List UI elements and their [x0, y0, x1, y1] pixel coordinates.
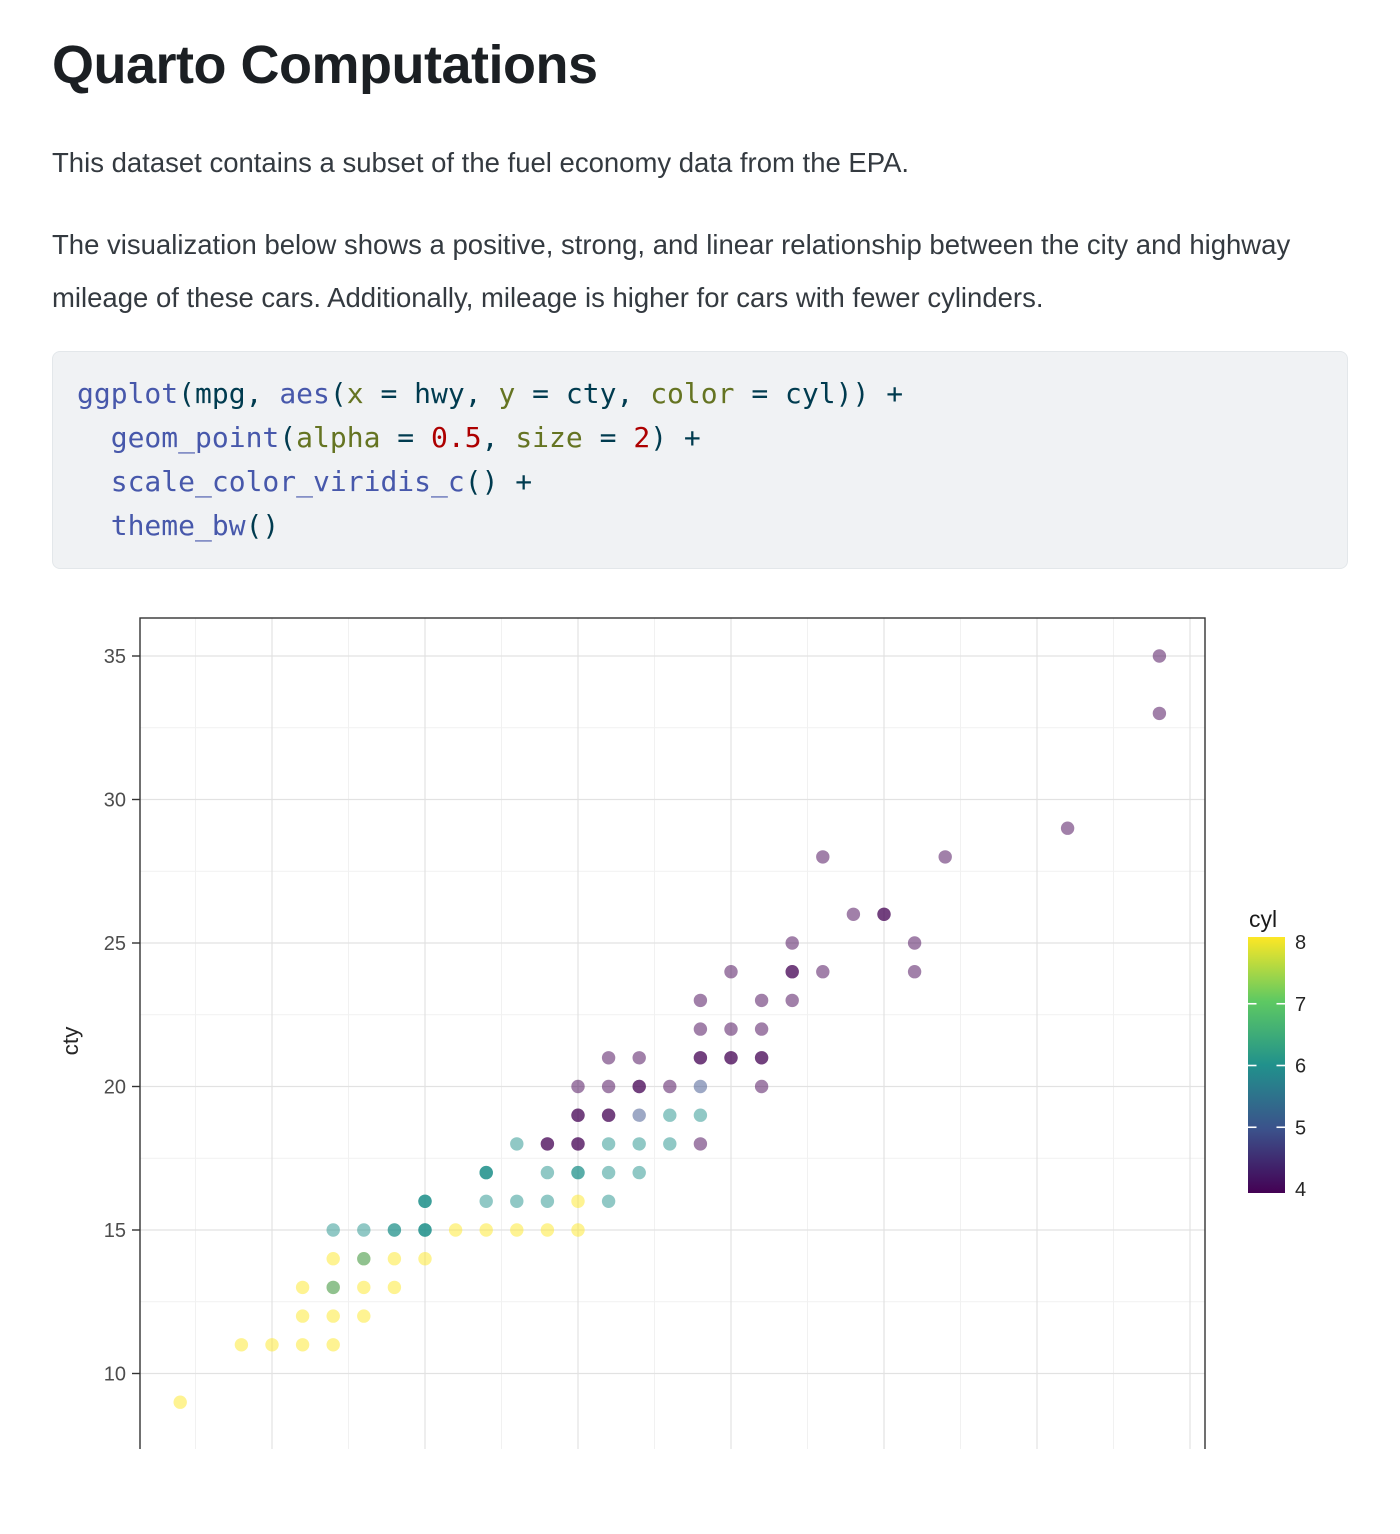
legend-tick-label: 8 — [1295, 932, 1306, 954]
legend-tick-label: 6 — [1295, 1055, 1306, 1077]
y-tick-label: 10 — [104, 1363, 126, 1385]
y-axis-title: cty — [58, 1026, 83, 1056]
y-axis: 35 30 25 20 15 10 cty — [58, 646, 140, 1385]
y-tick-label: 30 — [104, 789, 126, 811]
legend: cyl 8 7 6 5 4 — [1248, 906, 1306, 1201]
legend-title: cyl — [1249, 906, 1277, 932]
y-tick-label: 35 — [104, 646, 126, 668]
scatter-plot: 35 30 25 20 15 10 cty cyl 8 7 6 5 4 — [58, 617, 1306, 1449]
code-content: ggplot(mpg, aes(x = hwy, y = cty, color … — [77, 376, 904, 542]
document: Quarto Computations This dataset contain… — [0, 34, 1400, 1449]
scatter-points — [173, 649, 1167, 1409]
y-tick-label: 15 — [104, 1220, 126, 1242]
panel-border — [139, 617, 1206, 1449]
code-block: ggplot(mpg, aes(x = hwy, y = cty, color … — [52, 350, 1348, 569]
intro-paragraph: This dataset contains a subset of the fu… — [52, 147, 910, 178]
plot-panel — [140, 617, 1205, 1449]
legend-tick-label: 5 — [1295, 1117, 1306, 1139]
page-title: Quarto Computations — [52, 35, 598, 95]
plot-figure: 35 30 25 20 15 10 cty cyl 8 7 6 5 4 — [0, 606, 1400, 1449]
y-tick-label: 20 — [104, 1076, 126, 1098]
legend-tick-label: 4 — [1295, 1179, 1306, 1201]
legend-tick-label: 7 — [1295, 994, 1306, 1016]
description-paragraph: The visualization below shows a positive… — [52, 228, 1291, 314]
minor-gridlines — [140, 617, 1205, 1449]
y-tick-label: 25 — [104, 933, 126, 955]
